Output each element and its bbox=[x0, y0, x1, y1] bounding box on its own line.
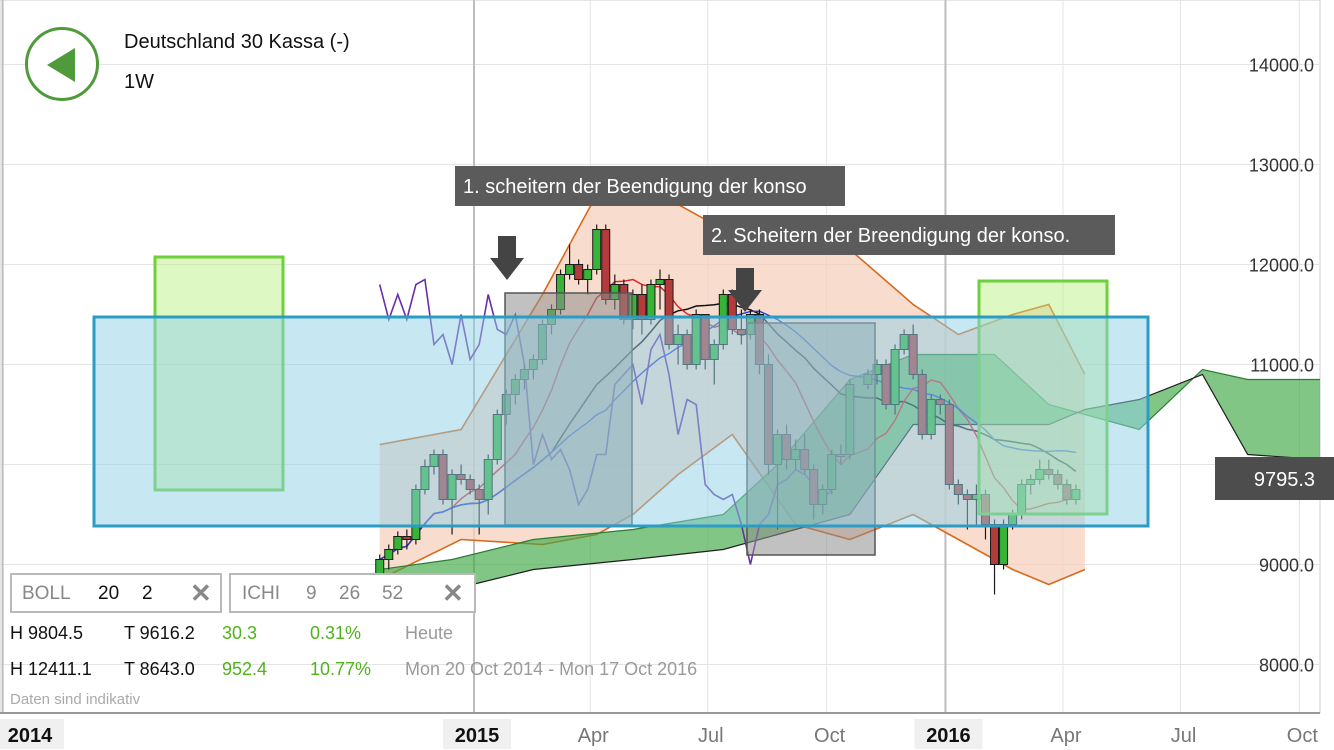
down-arrow-icon bbox=[728, 268, 762, 312]
stat-change: 30.3 bbox=[222, 623, 258, 643]
stat-low: T 8643.0 bbox=[124, 659, 195, 679]
candle bbox=[402, 536, 412, 540]
stat-change-pct: 0.31% bbox=[310, 623, 362, 643]
stat-change: 952.4 bbox=[222, 659, 268, 679]
x-tick-label: 2015 bbox=[455, 725, 500, 747]
boll-period: 20 bbox=[98, 583, 120, 604]
ichi-indicator-chip[interactable]: ICHI 9 26 52 ✕ bbox=[229, 573, 476, 613]
x-tick-label: Jul bbox=[1171, 725, 1197, 747]
ichi-senkou: 52 bbox=[382, 583, 404, 604]
annotation-box bbox=[455, 166, 845, 206]
disclaimer-note: Daten sind indikativ bbox=[10, 691, 141, 708]
y-tick-label: 8000.0 bbox=[1259, 656, 1314, 676]
candle bbox=[655, 279, 665, 285]
timeframe-label: 1W bbox=[124, 71, 154, 93]
remove-boll-icon[interactable]: ✕ bbox=[190, 578, 212, 608]
down-arrow-icon bbox=[490, 236, 524, 280]
annotation-label: 2. Scheitern der Breendigung der konso. bbox=[711, 225, 1070, 247]
candle bbox=[565, 264, 575, 275]
ichi-name: ICHI bbox=[242, 583, 280, 604]
candle bbox=[583, 269, 593, 280]
back-button[interactable] bbox=[25, 27, 99, 101]
stat-range: Mon 20 Oct 2014 - Mon 17 Oct 2016 bbox=[405, 659, 698, 679]
boll-name: BOLL bbox=[22, 583, 71, 604]
x-tick-label: Jul bbox=[698, 725, 724, 747]
y-tick-label: 9000.0 bbox=[1259, 556, 1314, 576]
candle bbox=[592, 229, 602, 270]
stat-range: Heute bbox=[405, 623, 454, 643]
candle bbox=[384, 549, 394, 560]
x-tick-label: Apr bbox=[1050, 725, 1081, 747]
x-tick-label: Oct bbox=[814, 725, 846, 747]
candle bbox=[999, 524, 1009, 565]
stat-low: T 9616.2 bbox=[124, 623, 195, 643]
y-tick-label: 12000.0 bbox=[1249, 256, 1314, 276]
candle bbox=[393, 536, 403, 550]
boll-deviation: 2 bbox=[142, 583, 153, 604]
year-label-bg bbox=[443, 719, 512, 749]
ichi-tenkan: 9 bbox=[306, 583, 317, 604]
ichi-kijun: 26 bbox=[339, 583, 361, 604]
year-label-bg bbox=[0, 719, 64, 749]
x-tick-label: 2016 bbox=[926, 725, 971, 747]
y-tick-label: 14000.0 bbox=[1249, 56, 1314, 76]
current-price-box bbox=[1215, 457, 1334, 500]
y-tick-label: 11000.0 bbox=[1250, 356, 1314, 376]
candle bbox=[574, 264, 584, 280]
candle bbox=[601, 229, 611, 300]
annotation-box bbox=[703, 215, 1115, 255]
stat-high: H 12411.1 bbox=[10, 659, 92, 679]
stat-change-pct: 10.77% bbox=[310, 659, 372, 679]
back-arrow-icon bbox=[47, 48, 75, 82]
candle bbox=[990, 524, 1000, 565]
remove-ichi-icon[interactable]: ✕ bbox=[442, 578, 464, 608]
consolidation-range-box bbox=[92, 315, 1150, 528]
current-price-label: 9795.3 bbox=[1254, 469, 1315, 491]
x-tick-label: Oct bbox=[1287, 725, 1319, 747]
x-axis-bar bbox=[0, 713, 1334, 750]
year-label-bg bbox=[914, 719, 983, 749]
candle bbox=[646, 284, 656, 320]
instrument-title: Deutschland 30 Kassa (-) bbox=[124, 31, 350, 53]
x-tick-label: 2014 bbox=[8, 725, 53, 747]
x-tick-label: Apr bbox=[578, 725, 609, 747]
boll-indicator-chip[interactable]: BOLL 20 2 ✕ bbox=[10, 573, 222, 613]
stat-high: H 9804.5 bbox=[10, 623, 84, 643]
y-tick-label: 13000.0 bbox=[1249, 156, 1314, 176]
annotation-label: 1. scheitern der Beendigung der konso bbox=[463, 176, 807, 198]
